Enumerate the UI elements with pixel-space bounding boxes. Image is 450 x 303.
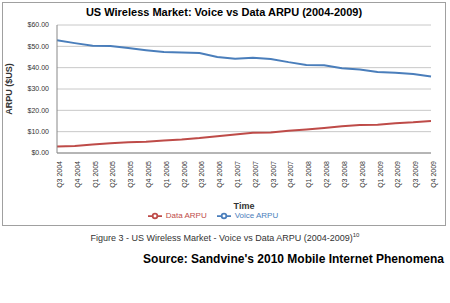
svg-text:Q1 2005: Q1 2005 — [92, 161, 100, 188]
svg-text:Q4 2005: Q4 2005 — [145, 161, 153, 188]
svg-text:$40.00: $40.00 — [28, 64, 50, 71]
svg-text:$10.00: $10.00 — [28, 128, 50, 135]
svg-text:$20.00: $20.00 — [28, 107, 50, 114]
svg-text:Q1 2007: Q1 2007 — [234, 161, 242, 188]
svg-text:Q4 2009: Q4 2009 — [430, 161, 438, 188]
svg-text:$30.00: $30.00 — [28, 85, 50, 92]
svg-text:$50.00: $50.00 — [28, 43, 50, 50]
html-text:Figure 3 - US Wireless Market: Figure 3 - US Wireless Market - Voice vs… — [90, 232, 360, 243]
svg-text:Q3 2008: Q3 2008 — [341, 161, 349, 188]
svg-text:Q4 2004: Q4 2004 — [74, 161, 82, 188]
html-text:Voice ARPU: Voice ARPU — [234, 211, 279, 221]
svg-text:Time: Time — [234, 201, 255, 211]
svg-text:ARPU ($US): ARPU ($US) — [8, 63, 14, 115]
svg-text:Q1 2006: Q1 2006 — [163, 161, 171, 188]
svg-text:Q2 2009: Q2 2009 — [394, 161, 402, 188]
svg-text:Q1 2009: Q1 2009 — [377, 161, 385, 188]
html-text:US Wireless Market: Voice vs D: US Wireless Market: Voice vs Data ARPU (… — [85, 6, 363, 18]
html-text:Data ARPU: Data ARPU — [165, 211, 207, 221]
svg-text:Q2 2007: Q2 2007 — [252, 161, 260, 188]
svg-text:$0.00: $0.00 — [31, 149, 49, 156]
svg-text:Q4 2008: Q4 2008 — [359, 161, 367, 188]
svg-text:Q3 2005: Q3 2005 — [127, 161, 135, 188]
svg-text:Q2 2005: Q2 2005 — [109, 161, 117, 188]
html-text:Source: Sandvine's 2010 Mobile: Source: Sandvine's 2010 Mobile Internet … — [143, 252, 444, 266]
svg-text:Q4 2007: Q4 2007 — [287, 161, 295, 188]
svg-text:Q4 2006: Q4 2006 — [216, 161, 224, 188]
svg-text:Q2 2006: Q2 2006 — [181, 161, 189, 188]
svg-text:Q3 2004: Q3 2004 — [56, 161, 64, 188]
svg-text:Q1 2008: Q1 2008 — [305, 161, 313, 188]
svg-text:Q3 2009: Q3 2009 — [412, 161, 420, 188]
svg-text:Q3 2007: Q3 2007 — [270, 161, 278, 188]
svg-text:Q3 2006: Q3 2006 — [198, 161, 206, 188]
svg-text:$60.00: $60.00 — [28, 21, 50, 28]
svg-text:Q2 2008: Q2 2008 — [323, 161, 331, 188]
